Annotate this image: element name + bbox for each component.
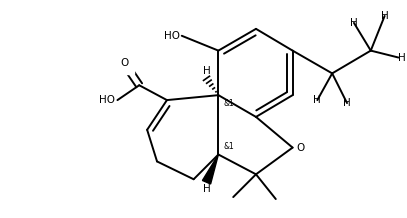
Text: H: H: [203, 184, 210, 194]
Text: H: H: [343, 98, 351, 108]
Text: H: H: [398, 53, 406, 63]
Text: H: H: [350, 18, 358, 28]
Text: O: O: [120, 58, 129, 68]
Polygon shape: [202, 155, 219, 184]
Text: HO: HO: [99, 95, 116, 105]
Text: H: H: [381, 11, 389, 21]
Text: H: H: [203, 66, 210, 76]
Text: &1: &1: [223, 99, 234, 108]
Text: O: O: [297, 143, 305, 153]
Text: &1: &1: [223, 141, 234, 151]
Text: H: H: [313, 95, 321, 105]
Text: HO: HO: [164, 31, 180, 41]
